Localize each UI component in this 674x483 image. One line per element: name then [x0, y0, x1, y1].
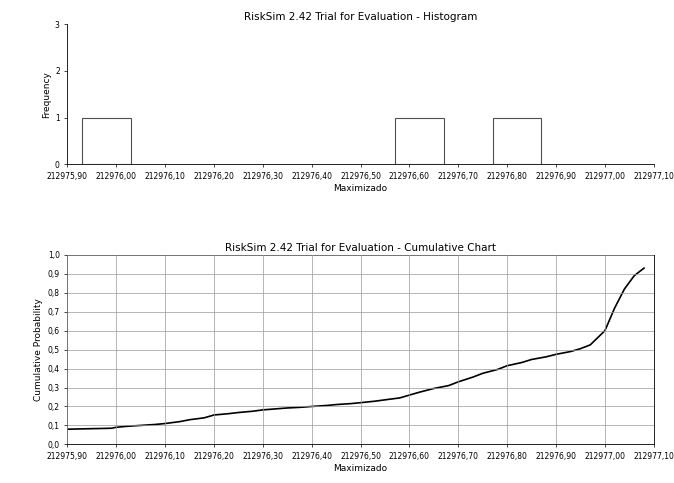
Title: RiskSim 2.42 Trial for Evaluation - Histogram: RiskSim 2.42 Trial for Evaluation - Hist… — [244, 12, 477, 22]
X-axis label: Maximizado: Maximizado — [334, 184, 388, 193]
Bar — [493, 117, 541, 164]
Y-axis label: Cumulative Probability: Cumulative Probability — [34, 298, 43, 401]
Title: RiskSim 2.42 Trial for Evaluation - Cumulative Chart: RiskSim 2.42 Trial for Evaluation - Cumu… — [225, 242, 496, 253]
Bar — [82, 117, 131, 164]
X-axis label: Maximizado: Maximizado — [334, 464, 388, 473]
Y-axis label: Frequency: Frequency — [42, 71, 51, 118]
Bar — [395, 117, 443, 164]
